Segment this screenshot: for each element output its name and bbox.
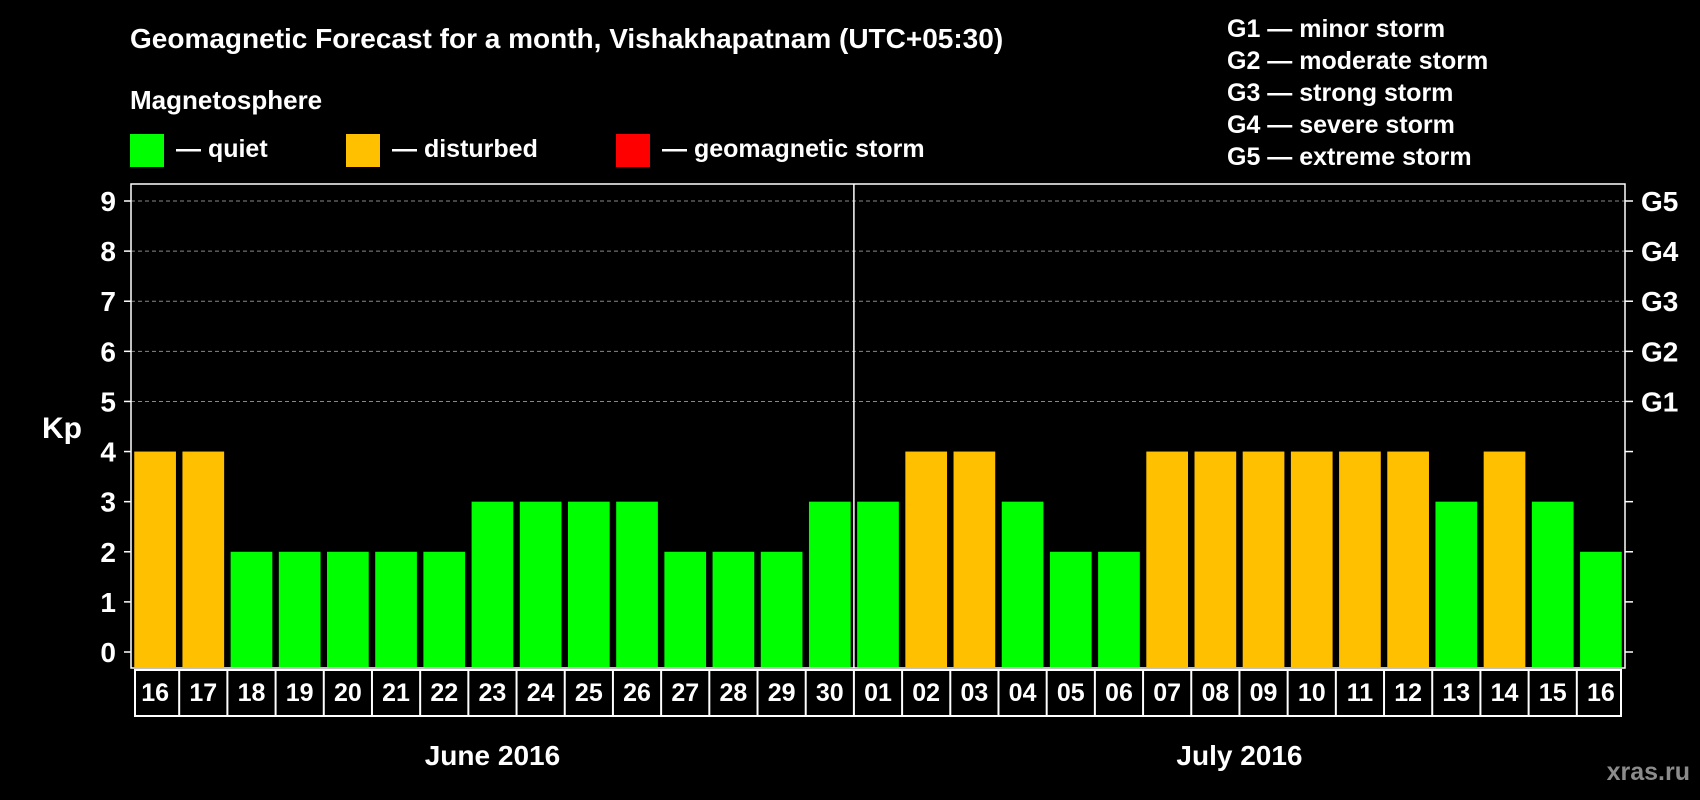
y-tick-label-0: 0 <box>100 637 116 668</box>
bar-10 <box>616 501 658 667</box>
legend-swatch-0 <box>130 134 164 167</box>
y-tick-label-6: 6 <box>100 336 116 367</box>
right-axis-label-1: G2 <box>1641 336 1678 367</box>
day-label-4: 20 <box>334 679 362 707</box>
bar-29 <box>1531 501 1574 667</box>
storm-scale-item-1: G2 — moderate storm <box>1227 47 1488 75</box>
day-label-24: 10 <box>1298 679 1326 707</box>
bar-30 <box>1580 551 1622 667</box>
day-label-15: 01 <box>864 679 892 707</box>
day-label-25: 11 <box>1347 679 1374 707</box>
bar-11 <box>664 551 707 667</box>
bar-0 <box>134 451 176 667</box>
bar-7 <box>471 501 514 667</box>
bar-24 <box>1290 451 1333 667</box>
bar-19 <box>1049 551 1092 667</box>
legend-label-0: — quiet <box>176 135 268 163</box>
bar-22 <box>1194 451 1237 667</box>
day-label-18: 04 <box>1009 679 1037 707</box>
day-label-26: 12 <box>1394 679 1422 707</box>
day-label-12: 28 <box>720 679 748 707</box>
y-axis-label: Kp <box>42 412 82 445</box>
right-axis-label-4: G5 <box>1641 186 1678 217</box>
day-label-9: 25 <box>575 679 603 707</box>
bar-27 <box>1435 501 1478 667</box>
legend-label-1: — disturbed <box>392 135 538 163</box>
day-label-6: 22 <box>430 679 458 707</box>
bar-20 <box>1098 551 1140 667</box>
day-label-23: 09 <box>1250 679 1278 707</box>
day-label-7: 23 <box>479 679 507 707</box>
day-label-strip <box>134 669 1622 717</box>
day-label-28: 14 <box>1491 679 1519 707</box>
bar-17 <box>953 451 996 667</box>
storm-scale-item-2: G3 — strong storm <box>1227 79 1453 107</box>
day-label-22: 08 <box>1201 679 1229 707</box>
y-tick-label-5: 5 <box>100 386 116 417</box>
day-label-0: 16 <box>141 679 169 707</box>
legend-label-2: — geomagnetic storm <box>662 135 925 163</box>
day-label-30: 16 <box>1587 679 1615 707</box>
y-tick-label-3: 3 <box>100 487 116 518</box>
right-axis-label-0: G1 <box>1641 386 1678 417</box>
month-label-0: June 2016 <box>425 740 560 771</box>
bar-3 <box>278 551 321 667</box>
day-label-10: 26 <box>623 679 651 707</box>
legend-swatch-2 <box>616 134 650 167</box>
right-axis-label-3: G4 <box>1641 236 1679 267</box>
day-label-8: 24 <box>527 679 555 707</box>
bar-15 <box>857 501 899 667</box>
y-tick-label-4: 4 <box>100 437 116 468</box>
y-tick-label-7: 7 <box>100 286 116 317</box>
bar-26 <box>1387 451 1429 667</box>
bar-6 <box>423 551 466 667</box>
bar-18 <box>1001 501 1044 667</box>
day-label-3: 19 <box>286 679 314 707</box>
bar-21 <box>1146 451 1189 667</box>
storm-scale-item-0: G1 — minor storm <box>1227 15 1445 43</box>
day-label-20: 06 <box>1105 679 1133 707</box>
chart-title: Geomagnetic Forecast for a month, Vishak… <box>130 23 1003 54</box>
y-tick-label-9: 9 <box>100 186 116 217</box>
day-label-16: 02 <box>912 679 940 707</box>
day-label-13: 29 <box>768 679 796 707</box>
day-label-14: 30 <box>816 679 844 707</box>
right-axis-label-2: G3 <box>1641 286 1678 317</box>
y-tick-label-2: 2 <box>100 537 116 568</box>
day-label-2: 18 <box>238 679 266 707</box>
day-label-1: 17 <box>189 679 217 707</box>
bar-13 <box>760 551 803 667</box>
bar-12 <box>712 551 755 667</box>
bar-28 <box>1483 451 1526 667</box>
month-label-1: July 2016 <box>1176 740 1302 771</box>
bar-5 <box>375 551 417 667</box>
watermark: xras.ru <box>1607 758 1690 786</box>
bar-25 <box>1339 451 1381 667</box>
bar-1 <box>182 451 225 667</box>
legend-swatch-1 <box>346 134 380 167</box>
day-label-17: 03 <box>960 679 988 707</box>
day-label-11: 27 <box>671 679 699 707</box>
bar-2 <box>230 551 273 667</box>
bar-4 <box>327 551 369 667</box>
y-tick-label-1: 1 <box>100 587 116 618</box>
bar-16 <box>905 451 948 667</box>
y-tick-label-8: 8 <box>100 236 116 267</box>
bar-14 <box>808 501 851 667</box>
day-label-19: 05 <box>1057 679 1085 707</box>
storm-scale-item-3: G4 — severe storm <box>1227 111 1455 139</box>
day-label-29: 15 <box>1539 679 1567 707</box>
day-label-27: 13 <box>1442 679 1470 707</box>
bar-9 <box>567 501 610 667</box>
bar-8 <box>519 501 562 667</box>
storm-scale-item-4: G5 — extreme storm <box>1227 143 1472 171</box>
day-label-21: 07 <box>1153 679 1181 707</box>
bar-23 <box>1242 451 1285 667</box>
plot-frame <box>130 183 1626 669</box>
legend-heading: Magnetosphere <box>130 85 322 115</box>
day-label-5: 21 <box>382 679 410 707</box>
